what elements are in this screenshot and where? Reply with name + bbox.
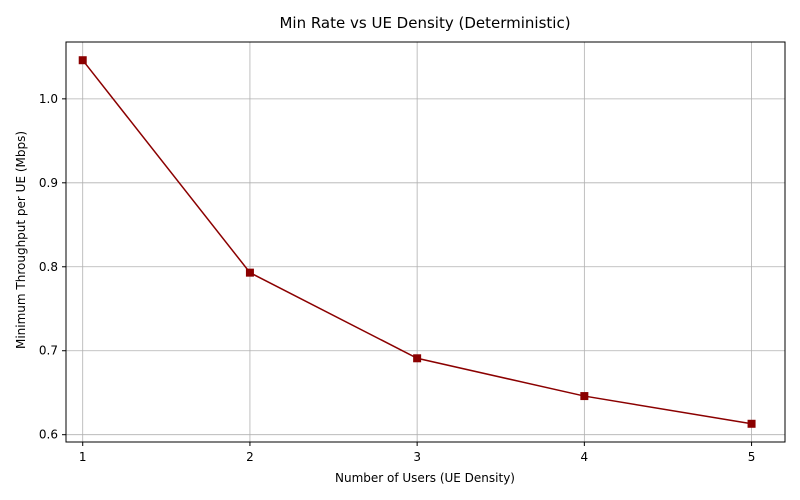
plot-frame	[65, 41, 786, 443]
x-tick-label: 5	[748, 450, 756, 464]
data-point-marker	[747, 419, 756, 428]
y-tick-label: 0.8	[39, 260, 58, 274]
y-tick-label: 0.9	[39, 176, 58, 190]
y-tick-label: 1.0	[39, 92, 58, 106]
axis-ticks: 1 2 3 4 5 0.6 0.7 0.8 0.9 1.0	[39, 92, 755, 464]
x-tick-label: 3	[413, 450, 421, 464]
y-axis-label: Minimum Throughput per UE (Mbps)	[14, 131, 28, 349]
data-point-marker	[580, 392, 589, 401]
series-layer	[78, 56, 756, 428]
x-axis-label: Number of Users (UE Density)	[335, 471, 515, 485]
data-point-marker	[78, 56, 87, 65]
grid-lines	[66, 42, 785, 442]
chart-title: Min Rate vs UE Density (Deterministic)	[279, 14, 570, 32]
y-tick-label: 0.7	[39, 344, 58, 358]
x-tick-label: 1	[79, 450, 87, 464]
x-tick-label: 4	[581, 450, 589, 464]
y-tick-label: 0.6	[39, 428, 58, 442]
data-point-marker	[245, 268, 254, 277]
data-point-marker	[413, 354, 422, 363]
x-tick-label: 2	[246, 450, 254, 464]
